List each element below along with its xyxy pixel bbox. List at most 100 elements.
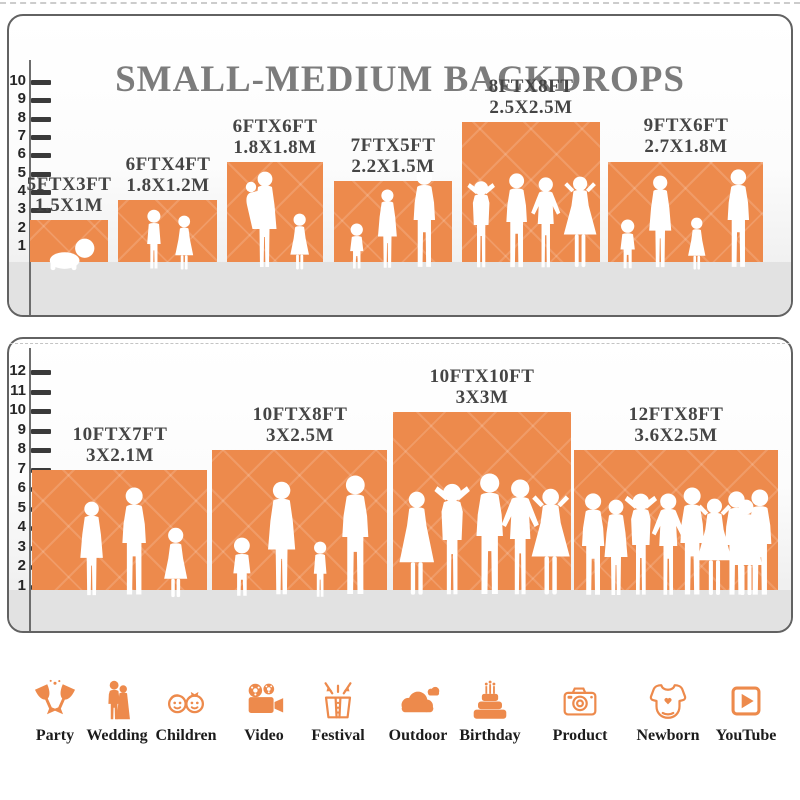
backdrop-bar-8x8ft (462, 122, 600, 268)
bar-label: 9FTX6FT 2.7X1.8M (644, 115, 729, 157)
category-product: Product (532, 678, 628, 745)
floor-strip (9, 262, 791, 315)
ruler-tick (31, 80, 51, 85)
category-party: Party (7, 678, 103, 745)
ruler-tick (31, 98, 51, 103)
bar-label: 8FTX8FT 2.5X2.5M (489, 76, 574, 118)
ruler-tick (31, 190, 51, 195)
ruler-tick (31, 448, 51, 453)
category-label: Festival (311, 727, 365, 744)
ruler-tick (31, 135, 51, 140)
category-label: YouTube (715, 727, 777, 744)
bar-label: 6FTX4FT 1.8X1.2M (126, 154, 211, 196)
ruler-tick-label: 2 (17, 557, 26, 574)
ruler-tick-label: 10 (9, 401, 26, 418)
ruler-tick-label: 4 (17, 182, 26, 199)
ruler-line (29, 348, 31, 631)
party-glasses-icon (34, 679, 76, 715)
bar-size-ft: 6FTX6FT (232, 116, 318, 137)
bar-size-m: 3X2.1M (86, 445, 154, 466)
backdrop-bar-7x5ft (334, 169, 452, 269)
backdrop-bar-10x7ft (32, 470, 207, 598)
category-label: Newborn (636, 727, 700, 744)
ruler-tick-label: 2 (17, 219, 26, 236)
backdrop-bar-6x4ft (118, 200, 217, 270)
bar-size-ft: 9FTX6FT (643, 115, 729, 136)
category-label: Product (552, 727, 608, 744)
category-label: Birthday (459, 727, 521, 744)
category-youtube: YouTube (698, 678, 794, 745)
ruler-tick-label: 7 (17, 460, 26, 477)
ruler-line (29, 60, 31, 315)
bar-size-m: 3.6X2.5M (634, 425, 718, 446)
bar-size-ft: 12FTX8FT (628, 404, 724, 425)
ruler-tick-label: 4 (17, 518, 26, 535)
children-faces-icon (167, 691, 205, 714)
ruler-tick-label: 1 (17, 237, 26, 254)
ruler-tick (31, 390, 51, 395)
middle-cut-line (10, 343, 790, 344)
clouds-icon (401, 686, 440, 713)
bar-size-ft: 10FTX7FT (72, 424, 168, 445)
ruler-tick (31, 172, 51, 177)
category-video: Video (216, 678, 312, 745)
bar-size-m: 1.8X1.8M (233, 137, 317, 158)
birthday-cake-icon (473, 680, 507, 719)
bar-size-ft: 6FTX4FT (125, 154, 211, 175)
bar-size-m: 1.8X1.2M (126, 175, 210, 196)
photo-camera-icon (563, 687, 597, 716)
adult-group-silhouettes (467, 173, 597, 268)
bar-size-ft: 7FTX5FT (350, 135, 436, 156)
ruler-tick-label: 3 (17, 538, 26, 555)
children-silhouettes (147, 209, 194, 270)
baby-onesie-icon (649, 684, 687, 719)
ruler-tick-label: 10 (9, 72, 26, 89)
ruler-tick (31, 409, 51, 414)
category-newborn: Newborn (620, 678, 716, 745)
wedding-couple-icon (108, 680, 130, 720)
category-label: Children (155, 727, 217, 744)
ruler-tick-label: 5 (17, 164, 26, 181)
ruler-tick-label: 8 (17, 109, 26, 126)
category-label: Party (35, 727, 75, 744)
backdrop-bar-10x10ft (393, 412, 571, 595)
ruler-tick-label: 9 (17, 90, 26, 107)
category-label: Video (244, 727, 284, 744)
ruler-tick (31, 208, 51, 213)
bar-size-m: 3X3M (455, 387, 509, 408)
bar-label: 10FTX8FT 3X2.5M (253, 404, 348, 446)
bar-size-m: 2.5X2.5M (489, 97, 573, 118)
adult-group-silhouettes (399, 473, 570, 595)
category-label: Outdoor (388, 727, 448, 744)
bar-size-m: 1.5X1M (35, 195, 103, 216)
ruler-tick (31, 117, 51, 122)
ruler-tick-label: 7 (17, 127, 26, 144)
top-cut-line (0, 2, 800, 4)
bar-label: 10FTX7FT 3X2.1M (73, 424, 168, 466)
ruler-tick-label: 9 (17, 421, 26, 438)
category-birthday: Birthday (442, 678, 538, 745)
bar-label: 6FTX6FT 1.8X1.8M (233, 116, 318, 158)
category-wedding: Wedding (69, 678, 165, 745)
ruler-tick (31, 153, 51, 158)
bar-size-ft: 10FTX8FT (252, 404, 348, 425)
category-children: Children (138, 678, 234, 745)
backdrop-bar-12x8ft (574, 450, 778, 595)
video-camera-icon (248, 683, 284, 713)
backdrop-bar-9x6ft (608, 162, 763, 270)
page-title: SMALL-MEDIUM BACKDROPS (115, 58, 685, 100)
ruler-tick-label: 12 (9, 362, 26, 379)
bar-size-m: 2.2X1.5M (351, 156, 435, 177)
bar-size-m: 2.7X1.8M (644, 136, 728, 157)
bar-size-m: 3X2.5M (266, 425, 334, 446)
bar-size-ft: 5FTX3FT (26, 174, 112, 195)
category-festival: Festival (290, 678, 386, 745)
ruler-tick-label: 11 (10, 382, 26, 399)
backdrop-bar-6x6ft (227, 162, 323, 270)
floor-strip (9, 590, 791, 631)
youtube-play-icon (731, 686, 761, 716)
ruler-tick-label: 6 (17, 479, 26, 496)
ruler-tick-label: 6 (17, 145, 26, 162)
bar-size-ft: 10FTX10FT (429, 366, 535, 387)
